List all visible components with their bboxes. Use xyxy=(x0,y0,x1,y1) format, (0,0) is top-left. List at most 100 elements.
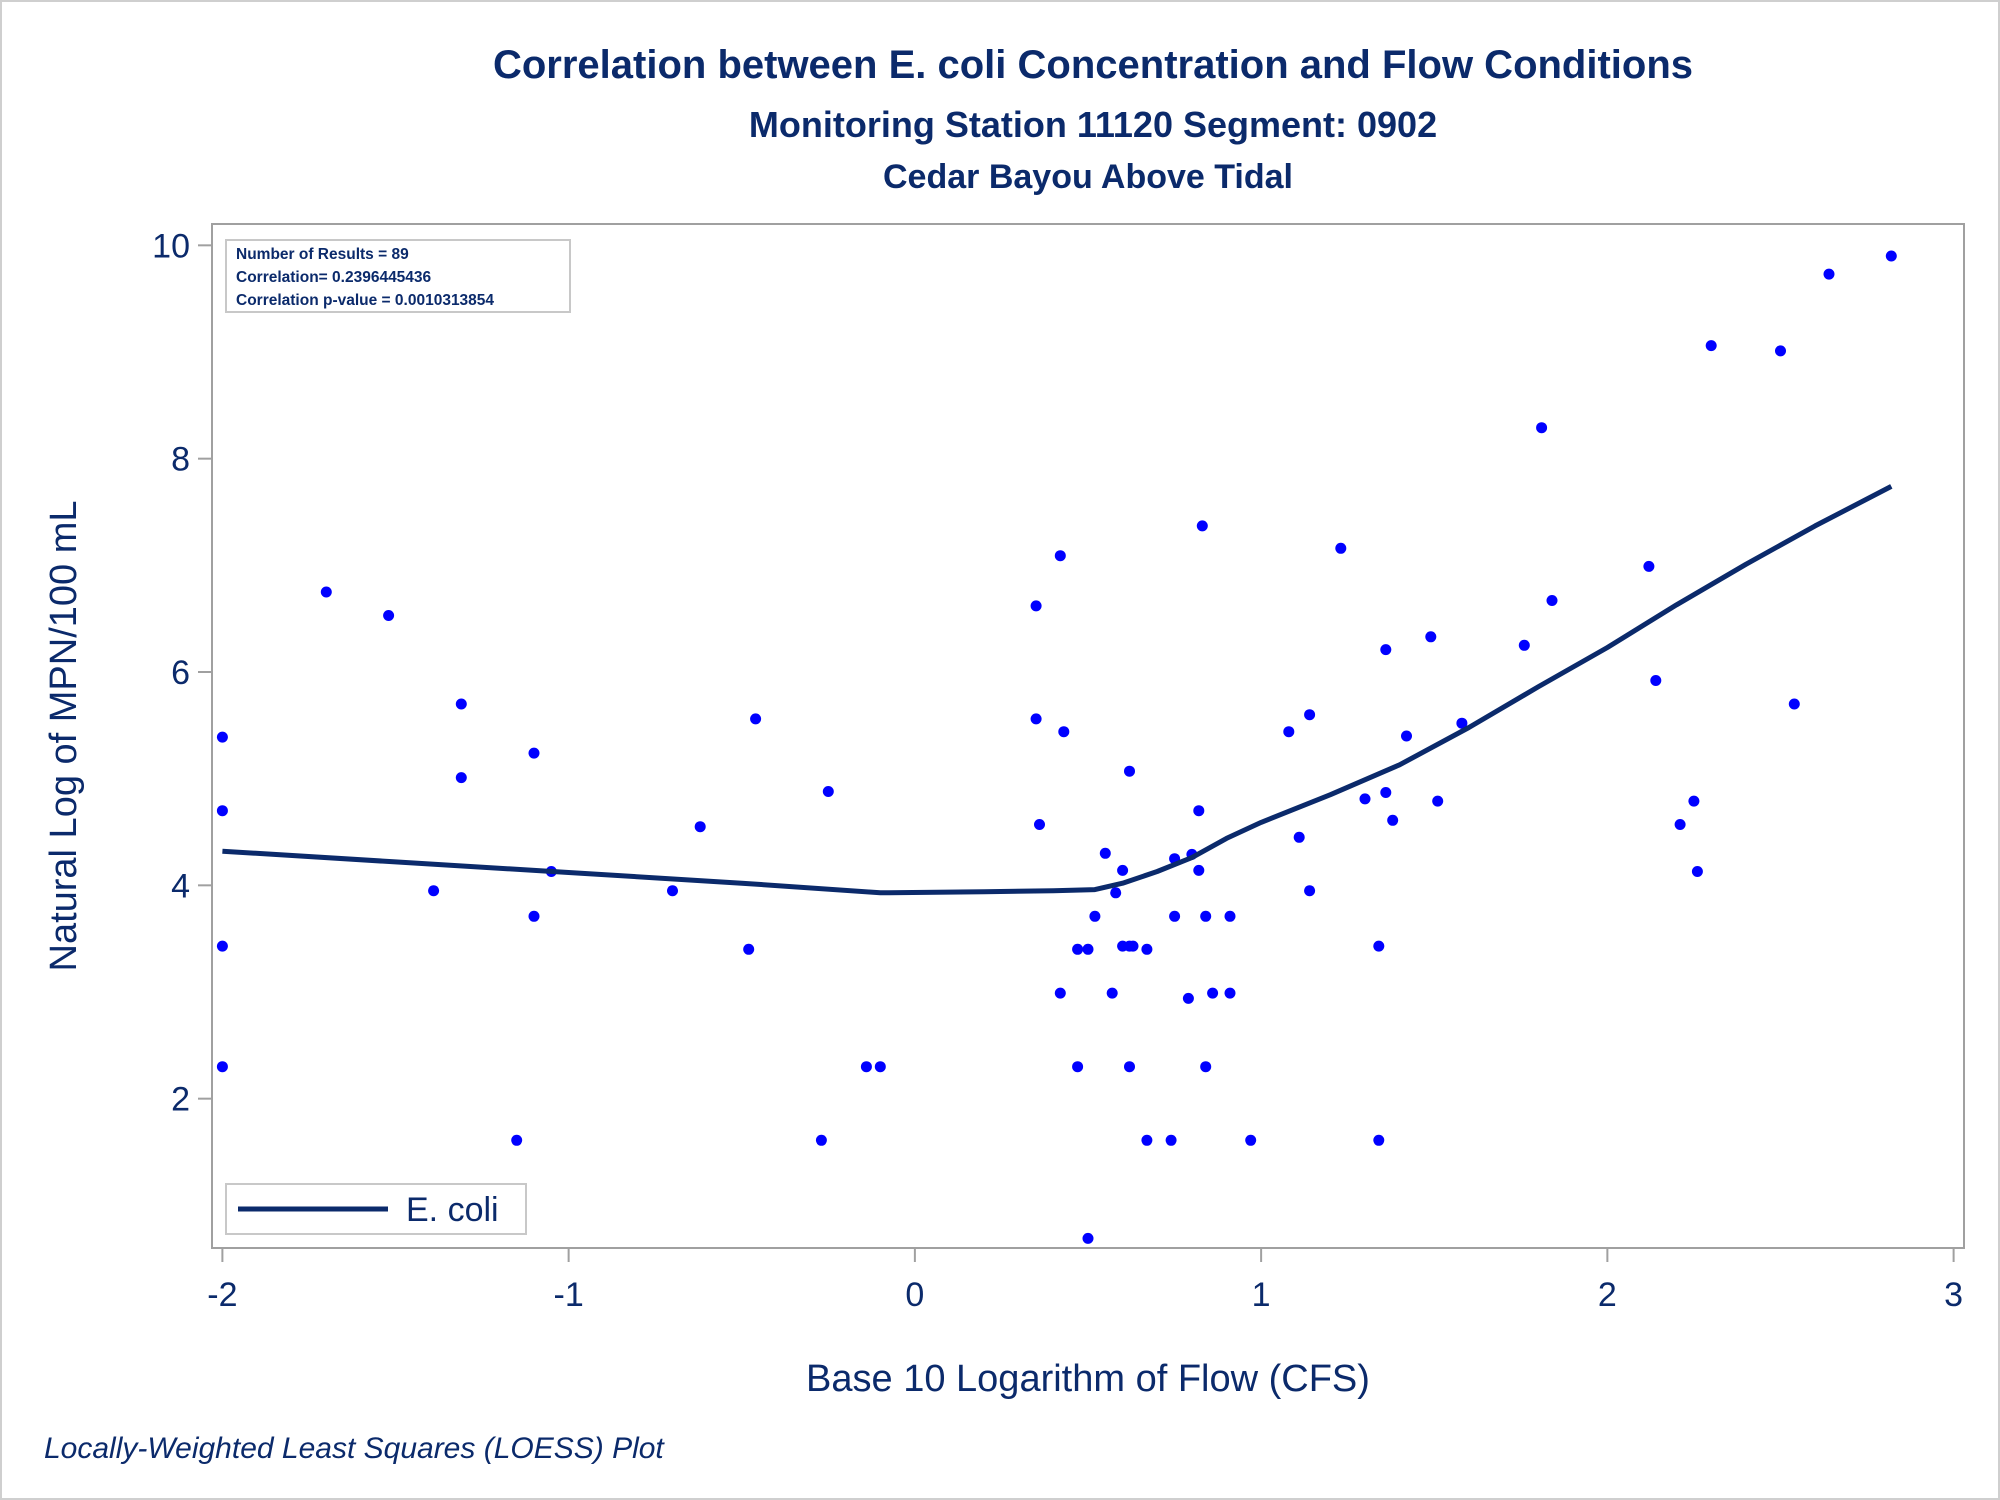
x-tick-label: 2 xyxy=(1598,1276,1617,1314)
data-point xyxy=(1200,910,1212,922)
data-point xyxy=(1193,864,1205,876)
data-point xyxy=(455,772,467,784)
x-tick-label: 0 xyxy=(905,1276,924,1314)
x-axis: -2 -1 0 1 2 3 xyxy=(207,1248,1963,1314)
data-point xyxy=(1030,600,1042,612)
data-point xyxy=(428,885,440,897)
y-axis-label: Natural Log of MPN/100 mL xyxy=(43,500,85,971)
data-point xyxy=(1245,1134,1257,1146)
data-point xyxy=(1127,940,1139,952)
data-point xyxy=(1034,819,1045,830)
data-point xyxy=(1169,910,1181,922)
data-point xyxy=(860,1061,872,1073)
data-point xyxy=(1373,1134,1385,1146)
data-point xyxy=(1110,887,1122,899)
y-tick-label: 8 xyxy=(171,441,190,479)
data-point xyxy=(1823,268,1835,280)
data-point xyxy=(1643,560,1655,572)
chart-title: Correlation between E. coli Concentratio… xyxy=(493,43,1693,87)
data-point xyxy=(1304,709,1316,721)
data-point xyxy=(1141,1134,1153,1146)
data-point xyxy=(1099,847,1111,859)
data-point xyxy=(1304,885,1316,897)
data-point xyxy=(216,805,228,817)
data-point xyxy=(1141,943,1153,955)
data-point xyxy=(1054,987,1066,999)
data-point xyxy=(1196,520,1208,532)
data-point xyxy=(750,713,762,725)
data-point xyxy=(1546,595,1558,606)
data-point xyxy=(1082,1232,1094,1244)
data-point xyxy=(1082,943,1094,955)
stats-correlation: Correlation= 0.2396445436 xyxy=(236,269,432,286)
data-point xyxy=(1425,631,1437,643)
legend-label: E. coli xyxy=(406,1191,499,1229)
data-point xyxy=(1117,864,1129,876)
data-point xyxy=(874,1061,886,1073)
x-tick-label: 1 xyxy=(1252,1276,1271,1314)
data-point xyxy=(815,1134,827,1146)
data-point xyxy=(1536,422,1548,434)
y-axis: 2 4 6 8 10 xyxy=(152,227,212,1119)
data-point xyxy=(1106,987,1118,999)
data-point xyxy=(667,885,678,897)
data-point xyxy=(1224,910,1236,922)
data-point xyxy=(1207,987,1219,999)
data-point xyxy=(1373,940,1385,952)
data-point xyxy=(528,910,540,922)
data-point xyxy=(1089,910,1101,922)
data-point xyxy=(1165,1134,1177,1146)
data-point xyxy=(1691,866,1703,877)
x-tick-label: 3 xyxy=(1944,1276,1963,1314)
chart-site-title: Cedar Bayou Above Tidal xyxy=(883,158,1293,196)
data-point xyxy=(1705,340,1717,352)
data-point xyxy=(320,586,332,598)
data-point xyxy=(1200,1061,1212,1073)
data-point xyxy=(1885,250,1897,262)
data-point xyxy=(1182,992,1194,1004)
data-point xyxy=(1193,805,1205,817)
data-point xyxy=(1432,795,1444,807)
data-point xyxy=(1058,726,1070,738)
footnote: Locally-Weighted Least Squares (LOESS) P… xyxy=(44,1432,665,1465)
data-point xyxy=(1401,730,1412,742)
data-point xyxy=(216,731,228,743)
data-point xyxy=(1456,717,1468,729)
x-tick-label: -2 xyxy=(207,1276,237,1314)
data-point xyxy=(1072,1061,1084,1073)
plot-area xyxy=(211,223,1965,1249)
y-tick-label: 10 xyxy=(152,227,190,265)
data-point xyxy=(511,1134,523,1146)
scatter-points xyxy=(216,250,1897,1244)
data-point xyxy=(455,698,467,710)
data-point xyxy=(1650,675,1662,686)
chart-subtitle: Monitoring Station 11120 Segment: 0902 xyxy=(749,104,1437,145)
x-axis-label: Base 10 Logarithm of Flow (CFS) xyxy=(806,1358,1370,1400)
data-point xyxy=(694,821,706,833)
loess-lines xyxy=(222,484,1893,896)
data-point xyxy=(1674,819,1686,830)
data-point xyxy=(1030,713,1042,725)
data-point xyxy=(1775,345,1786,357)
legend: E. coli xyxy=(225,1183,527,1235)
stats-p-value: Correlation p-value = 0.0010313854 xyxy=(236,292,494,309)
data-point xyxy=(383,610,395,621)
y-tick-label: 6 xyxy=(171,654,190,692)
data-point xyxy=(1335,542,1347,554)
data-point xyxy=(1283,726,1295,738)
data-point xyxy=(216,940,228,952)
data-point xyxy=(1387,814,1399,826)
data-point xyxy=(216,1061,228,1073)
x-tick-label: -1 xyxy=(554,1276,584,1314)
data-point xyxy=(1293,831,1305,843)
stats-box: Number of Results = 89 Correlation= 0.23… xyxy=(225,239,571,313)
data-point xyxy=(1380,787,1392,798)
data-point xyxy=(528,747,540,759)
loess-line xyxy=(222,484,1893,896)
data-point xyxy=(1380,644,1392,656)
y-tick-label: 4 xyxy=(171,867,190,905)
data-point xyxy=(1072,943,1084,955)
data-point xyxy=(1124,1061,1135,1073)
